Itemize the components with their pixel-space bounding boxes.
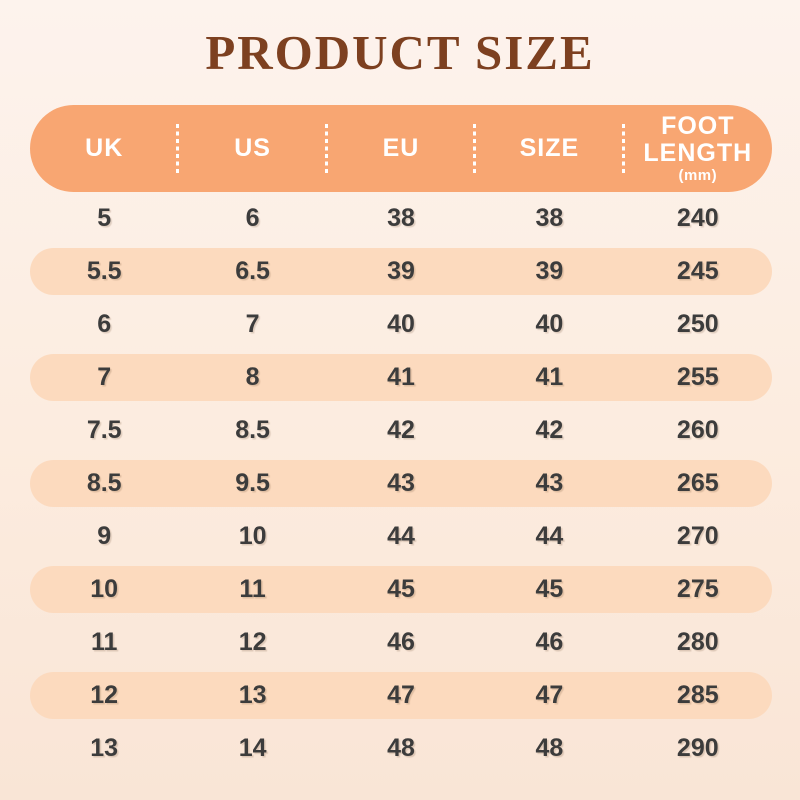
table-row: 8.5 9.5 43 43 265 xyxy=(30,460,772,507)
uk-value: 9 xyxy=(97,522,112,550)
foot-length-value: 285 xyxy=(676,681,719,709)
us-value: 9.5 xyxy=(235,469,270,497)
eu-value: 46 xyxy=(387,628,415,656)
us-value: 8 xyxy=(245,363,260,391)
size-value: 45 xyxy=(535,575,564,603)
eu-value: 43 xyxy=(387,469,415,497)
column-header-eu: EU xyxy=(327,135,475,162)
eu-value: 39 xyxy=(387,257,415,285)
size-value: 39 xyxy=(535,257,564,285)
uk-value: 13 xyxy=(90,734,119,762)
eu-value: 40 xyxy=(387,310,415,338)
table-row: 5.5 6.5 39 39 245 xyxy=(30,248,772,295)
eu-value: 44 xyxy=(387,522,415,550)
foot-length-label: FOOT LENGTH xyxy=(643,111,753,167)
column-header-size: SIZE xyxy=(475,135,623,162)
size-value: 44 xyxy=(535,522,564,550)
us-value: 10 xyxy=(238,522,267,550)
uk-value: 5 xyxy=(97,204,112,232)
size-table: UK US EU SIZE FOOT LENGTH (mm) 5 6 38 38… xyxy=(30,105,772,778)
us-value: 11 xyxy=(239,575,266,603)
table-row: 10 11 45 45 275 xyxy=(30,566,772,613)
table-row: 9 10 44 44 270 xyxy=(30,513,772,560)
size-value: 43 xyxy=(535,469,564,497)
foot-length-value: 265 xyxy=(676,469,719,497)
us-value: 6 xyxy=(245,204,260,232)
table-header-row: UK US EU SIZE FOOT LENGTH (mm) xyxy=(30,105,772,192)
uk-value: 10 xyxy=(90,575,119,603)
table-row: 6 7 40 40 250 xyxy=(30,301,772,348)
foot-length-value: 270 xyxy=(676,522,719,550)
us-value: 12 xyxy=(238,628,267,656)
column-header-uk: UK xyxy=(30,135,178,162)
table-row: 13 14 48 48 290 xyxy=(30,725,772,772)
foot-length-value: 275 xyxy=(676,575,719,603)
column-header-us: US xyxy=(178,135,326,162)
foot-length-value: 255 xyxy=(676,363,719,391)
table-row: 5 6 38 38 240 xyxy=(30,195,772,242)
foot-length-value: 245 xyxy=(676,257,719,285)
eu-value: 47 xyxy=(387,681,415,709)
table-row: 7 8 41 41 255 xyxy=(30,354,772,401)
foot-length-value: 260 xyxy=(676,416,719,444)
uk-value: 12 xyxy=(90,681,119,709)
uk-value: 8.5 xyxy=(86,469,122,497)
table-row: 11 12 46 46 280 xyxy=(30,619,772,666)
us-value: 8.5 xyxy=(235,416,270,444)
us-value: 6.5 xyxy=(235,257,270,285)
uk-value: 5.5 xyxy=(86,257,122,285)
size-value: 42 xyxy=(535,416,564,444)
eu-value: 38 xyxy=(387,204,415,232)
size-value: 38 xyxy=(535,204,564,232)
foot-length-value: 280 xyxy=(676,628,719,656)
table-body: 5 6 38 38 240 5.5 6.5 39 39 245 6 7 40 4… xyxy=(30,195,772,772)
size-value: 47 xyxy=(535,681,564,709)
us-value: 13 xyxy=(238,681,267,709)
size-value: 46 xyxy=(535,628,564,656)
uk-value: 7 xyxy=(97,363,112,391)
uk-value: 6 xyxy=(97,310,112,338)
eu-value: 41 xyxy=(387,363,415,391)
size-value: 40 xyxy=(535,310,564,338)
size-value: 48 xyxy=(535,734,564,762)
foot-length-value: 240 xyxy=(676,204,719,232)
us-value: 14 xyxy=(238,734,267,762)
foot-length-value: 250 xyxy=(676,310,719,338)
eu-value: 42 xyxy=(387,416,415,444)
uk-value: 11 xyxy=(90,628,118,656)
eu-value: 45 xyxy=(387,575,415,603)
foot-length-value: 290 xyxy=(676,734,719,762)
page-title: PRODUCT SIZE xyxy=(205,25,595,80)
foot-length-unit: (mm) xyxy=(678,166,718,184)
size-value: 41 xyxy=(535,363,564,391)
uk-value: 7.5 xyxy=(86,416,122,444)
table-row: 7.5 8.5 42 42 260 xyxy=(30,407,772,454)
table-row: 12 13 47 47 285 xyxy=(30,672,772,719)
column-header-foot-length: FOOT LENGTH (mm) xyxy=(624,111,772,184)
eu-value: 48 xyxy=(387,734,415,762)
us-value: 7 xyxy=(245,310,260,338)
